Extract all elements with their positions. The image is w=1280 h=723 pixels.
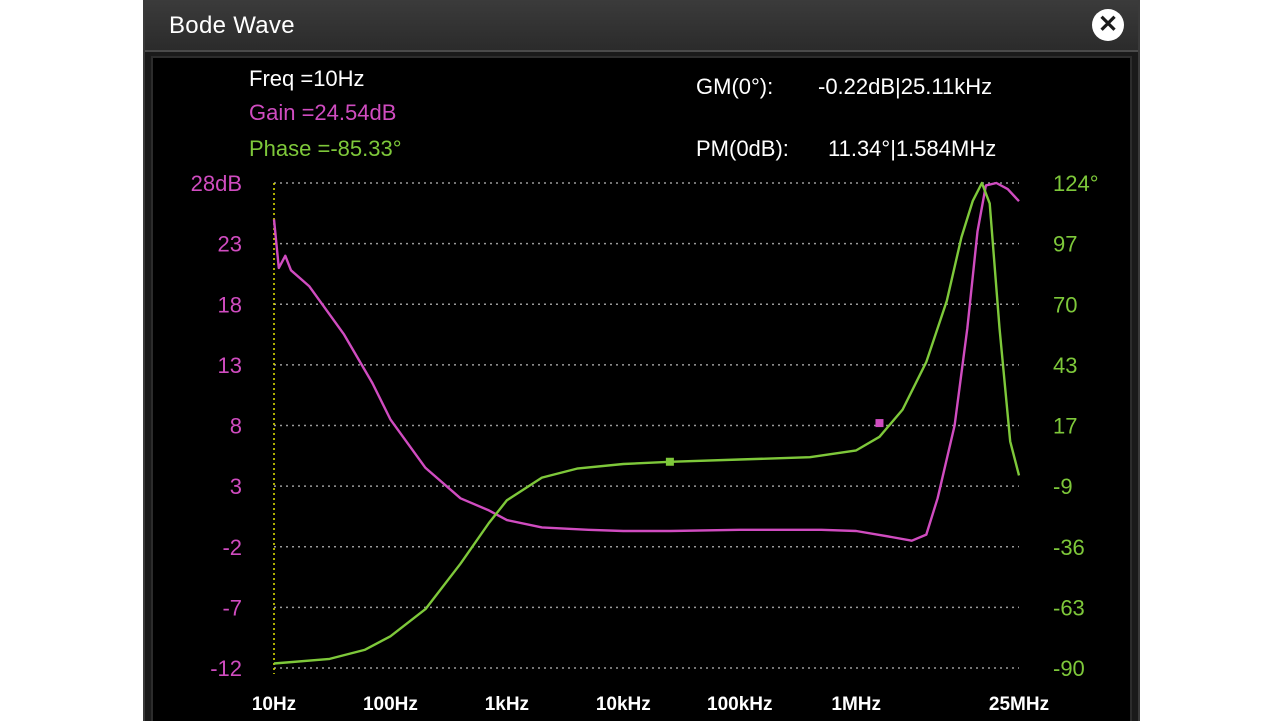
bode-chart-svg: 28dB 124° 23 97 18 70 13 43 8 17 3 -9 -2 -36 -7 -63 -12 -… bbox=[191, 171, 1099, 715]
y-right-tick: -63 bbox=[1053, 595, 1085, 620]
x-tick: 25MHz bbox=[989, 694, 1049, 715]
bode-window: Bode Wave ✕ Freq =10Hz Gain =24.54dB Pha… bbox=[143, 0, 1140, 721]
y-left-tick: 23 bbox=[218, 232, 242, 257]
title-bar: Bode Wave ✕ bbox=[145, 0, 1138, 52]
x-tick: 1kHz bbox=[485, 694, 529, 715]
y-left-tick: -12 bbox=[210, 656, 242, 681]
y-left-tick: -2 bbox=[222, 535, 242, 560]
gain-margin-value: -0.22dB|25.11kHz bbox=[818, 74, 993, 99]
bode-plot[interactable]: Freq =10Hz Gain =24.54dB Phase =-85.33° … bbox=[151, 56, 1132, 721]
phase-margin-label: PM(0dB): bbox=[696, 136, 789, 161]
gain-margin-label: GM(0°): bbox=[696, 74, 774, 99]
gain-readout: Gain =24.54dB bbox=[249, 100, 397, 125]
y-right-tick: 124° bbox=[1053, 171, 1099, 196]
x-tick: 100Hz bbox=[363, 694, 418, 715]
y-right-tick: 43 bbox=[1053, 353, 1077, 378]
y-left-tick: -7 bbox=[222, 595, 242, 620]
window-title: Bode Wave bbox=[169, 12, 295, 39]
close-icon[interactable]: ✕ bbox=[1092, 9, 1124, 41]
y-right-tick: 70 bbox=[1053, 292, 1077, 317]
x-tick: 100kHz bbox=[707, 694, 773, 715]
gain-margin-marker bbox=[875, 419, 884, 428]
phase-margin-value: 11.34°|1.584MHz bbox=[828, 136, 997, 161]
y-right-tick: 97 bbox=[1053, 232, 1077, 257]
y-left-tick: 8 bbox=[230, 414, 242, 439]
x-tick: 10Hz bbox=[252, 694, 296, 715]
x-tick: 1MHz bbox=[831, 694, 881, 715]
y-right-tick: 17 bbox=[1053, 414, 1077, 439]
x-tick: 10kHz bbox=[596, 694, 651, 715]
gain-curve bbox=[272, 181, 1020, 542]
phase-margin-marker bbox=[665, 457, 674, 466]
phase-curve bbox=[273, 181, 1021, 665]
freq-readout: Freq =10Hz bbox=[249, 66, 365, 91]
y-left-tick: 3 bbox=[230, 474, 242, 499]
y-left-tick: 18 bbox=[218, 292, 242, 317]
y-right-tick: -90 bbox=[1053, 656, 1085, 681]
y-right-tick: -36 bbox=[1053, 535, 1085, 560]
y-right-tick: -9 bbox=[1053, 474, 1073, 499]
y-left-tick: 28dB bbox=[191, 171, 242, 196]
y-left-tick: 13 bbox=[218, 353, 242, 378]
phase-readout: Phase =-85.33° bbox=[249, 136, 402, 161]
